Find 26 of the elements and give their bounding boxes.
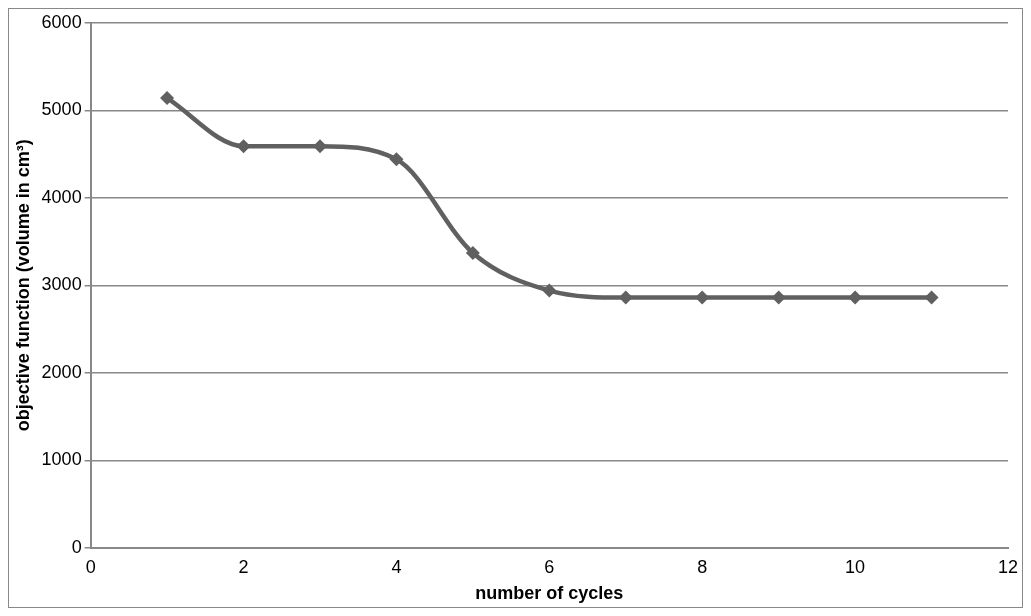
- y-tick-label: 3000: [41, 274, 82, 295]
- y-tick-label: 4000: [41, 186, 82, 207]
- y-tick-label: 1000: [41, 449, 82, 470]
- point: [160, 91, 175, 106]
- y-tick-label: 0: [71, 536, 82, 557]
- x-tick-label: 2: [238, 556, 249, 577]
- x-tick-label: 0: [85, 556, 96, 577]
- x-tick-label: 4: [391, 556, 402, 577]
- y-tick-label: 2000: [41, 361, 82, 382]
- point: [389, 152, 404, 167]
- point: [618, 290, 633, 305]
- point: [924, 290, 939, 305]
- point: [771, 290, 786, 305]
- x-axis-title: number of cycles: [475, 583, 624, 604]
- x-tick-label: 10: [845, 556, 866, 577]
- x-tick-label: 12: [997, 556, 1019, 577]
- y-axis-title: objective function (volume in cm³): [12, 139, 33, 432]
- y-tick-label: 5000: [41, 99, 82, 120]
- point: [465, 245, 480, 260]
- point: [848, 290, 863, 305]
- point: [236, 139, 251, 154]
- x-tick-label: 6: [544, 556, 555, 577]
- point: [542, 283, 557, 298]
- x-tick-label: 8: [697, 556, 708, 577]
- y-tick-label: 6000: [41, 11, 82, 32]
- point: [695, 290, 710, 305]
